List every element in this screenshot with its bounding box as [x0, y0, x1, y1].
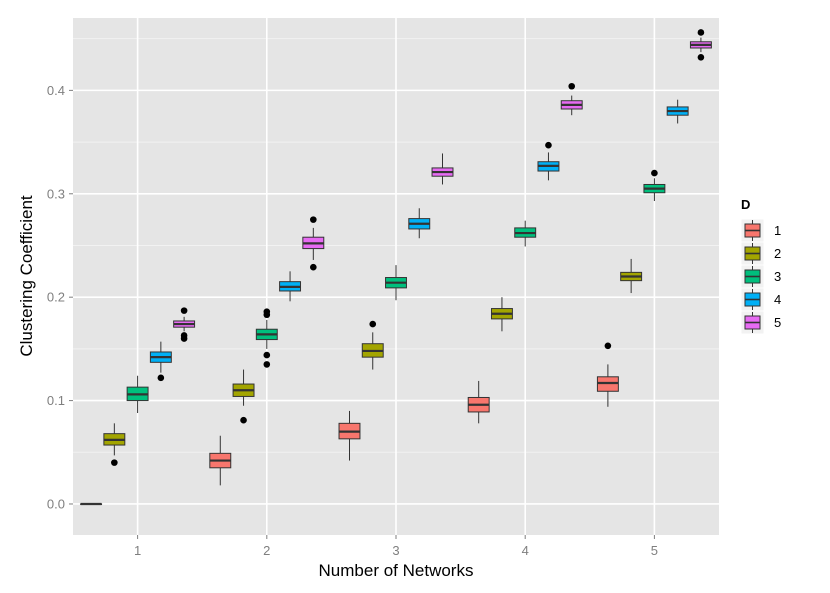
legend-key-1 — [740, 218, 765, 243]
outlier-point — [180, 335, 188, 342]
outlier-point — [604, 342, 612, 350]
box-d3-n1 — [126, 375, 149, 413]
legend-key-2 — [740, 241, 765, 266]
x-tick-label: 1 — [134, 543, 141, 558]
box-d4-n5 — [666, 99, 689, 124]
y-tick-label: 0.1 — [47, 393, 65, 408]
box-d3-n2 — [255, 308, 278, 368]
outlier-point — [310, 263, 317, 271]
legend-key-5 — [740, 310, 765, 335]
axes: 0.0 0.1 0.2 0.3 0.4 1 2 3 4 5 — [47, 83, 658, 558]
legend-label: 5 — [774, 315, 781, 330]
outlier-point — [568, 82, 576, 90]
outlier-point — [651, 169, 658, 177]
outlier-point — [263, 351, 271, 359]
box-d5-n3 — [431, 153, 454, 185]
legend-label: 1 — [774, 223, 781, 238]
box-d1-n5 — [596, 342, 619, 407]
y-tick-label: 0.3 — [47, 186, 65, 201]
box-d1-n1 — [80, 502, 103, 506]
outlier-point — [310, 216, 317, 223]
box-d3-n5 — [643, 169, 666, 202]
y-tick-label: 0.2 — [47, 290, 65, 305]
x-tick-label: 5 — [651, 543, 658, 558]
outlier-point — [263, 361, 271, 368]
y-tick-label: 0.4 — [47, 83, 65, 98]
outlier-point — [111, 459, 118, 466]
box-d4-n3 — [408, 208, 431, 239]
outlier-point — [263, 311, 271, 319]
boxplots — [80, 29, 712, 506]
x-tick-label: 2 — [263, 543, 270, 558]
box-d3-n3 — [385, 265, 407, 301]
x-tick-label: 3 — [392, 543, 399, 558]
box-d5-n4 — [560, 82, 583, 116]
x-tick-label: 4 — [522, 543, 529, 558]
box-d3-n4 — [514, 220, 537, 247]
outlier-point — [180, 307, 188, 314]
box-d5-n2 — [302, 216, 325, 271]
y-tick-label: 0.0 — [47, 496, 65, 511]
legend-title: D — [741, 197, 750, 212]
box-d1-n4 — [467, 380, 490, 424]
legend-key-4 — [740, 287, 765, 312]
outlier-point — [697, 29, 705, 36]
x-axis-title: Number of Networks — [319, 561, 474, 580]
outlier-point — [240, 416, 247, 424]
box-d2-n2 — [232, 369, 255, 424]
outlier-point — [157, 374, 165, 382]
box-d2-n1 — [103, 423, 126, 466]
legend: D 1 2 3 4 5 — [740, 197, 781, 335]
box-d5-n5 — [689, 29, 712, 61]
box-d1-n2 — [209, 435, 232, 486]
box-d4-n1 — [149, 341, 172, 382]
legend-label: 3 — [774, 269, 781, 284]
box-d1-n3 — [338, 410, 361, 461]
box-d2-n5 — [620, 258, 643, 294]
outlier-point — [369, 320, 377, 328]
legend-key-3 — [740, 264, 765, 289]
box-d4-n2 — [279, 271, 302, 302]
legend-label: 2 — [774, 246, 781, 261]
box-d2-n3 — [361, 320, 384, 370]
box-d4-n4 — [537, 141, 560, 181]
box-d5-n1 — [173, 307, 196, 342]
outlier-point — [545, 141, 552, 149]
outlier-point — [697, 53, 705, 61]
legend-label: 4 — [774, 292, 781, 307]
y-axis-title: Clustering Coefficient — [17, 195, 36, 357]
box-d2-n4 — [490, 297, 513, 332]
